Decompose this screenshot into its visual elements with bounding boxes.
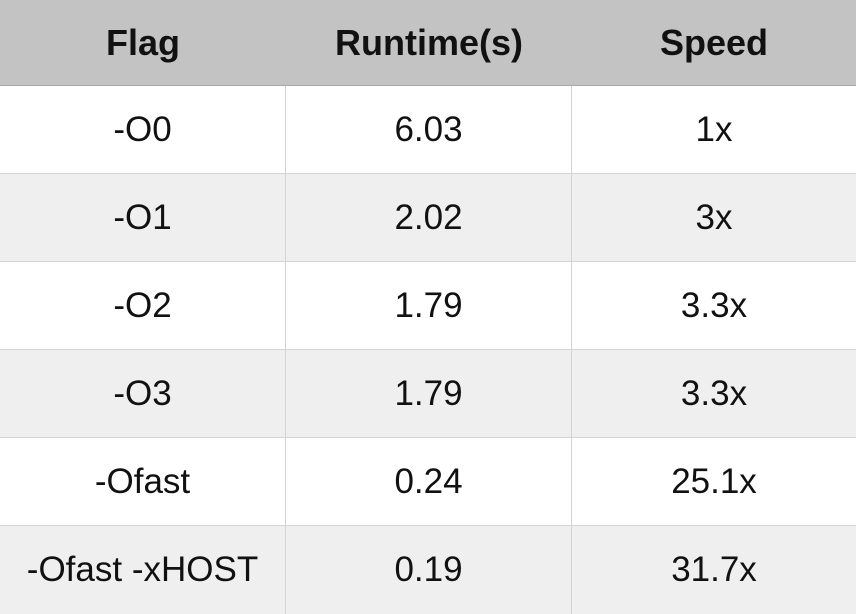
cell-speed: 3.3x xyxy=(572,262,856,350)
cell-runtime: 1.79 xyxy=(286,262,572,350)
cell-speed: 3.3x xyxy=(572,350,856,438)
cell-runtime: 0.24 xyxy=(286,438,572,526)
cell-flag: -O2 xyxy=(0,262,286,350)
cell-speed: 3x xyxy=(572,174,856,262)
cell-flag: -O1 xyxy=(0,174,286,262)
cell-flag: -O3 xyxy=(0,350,286,438)
cell-speed: 25.1x xyxy=(572,438,856,526)
cell-runtime: 6.03 xyxy=(286,86,572,174)
cell-speed: 31.7x xyxy=(572,526,856,614)
cell-speed: 1x xyxy=(572,86,856,174)
cell-flag: -Ofast xyxy=(0,438,286,526)
cell-runtime: 1.79 xyxy=(286,350,572,438)
cell-runtime: 0.19 xyxy=(286,526,572,614)
header-runtime: Runtime(s) xyxy=(286,0,572,86)
cell-flag: -O0 xyxy=(0,86,286,174)
cell-flag: -Ofast -xHOST xyxy=(0,526,286,614)
header-flag: Flag xyxy=(0,0,286,86)
cell-runtime: 2.02 xyxy=(286,174,572,262)
header-speed: Speed xyxy=(572,0,856,86)
